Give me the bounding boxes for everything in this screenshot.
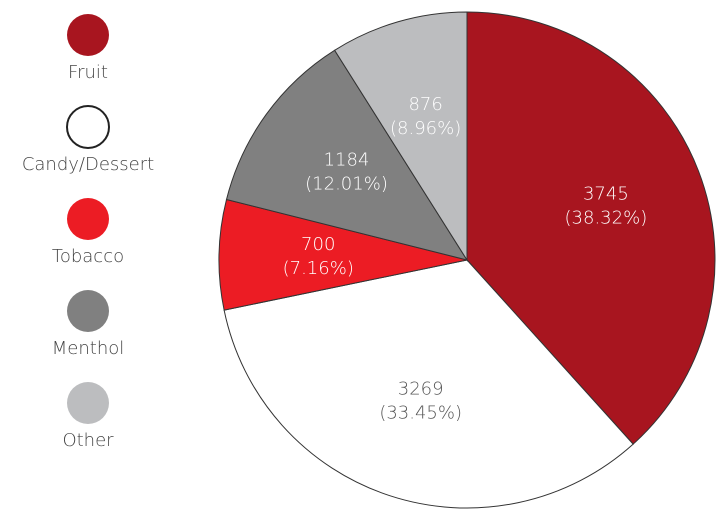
value-label: 876 <box>408 94 442 115</box>
legend-label: Candy/Dessert <box>22 154 154 175</box>
legend-label: Other <box>62 430 114 451</box>
value-label: 3745 <box>583 184 629 205</box>
pie-slice <box>466 11 716 445</box>
value-label: 3269 <box>398 378 444 399</box>
percentage-label: (12.01%) <box>305 174 388 195</box>
legend-label: Tobacco <box>52 246 124 267</box>
percentage-label: (33.45%) <box>379 402 462 423</box>
percentage-label: (8.96%) <box>390 118 461 139</box>
legend-swatch <box>67 382 109 424</box>
pie-slice <box>333 11 468 262</box>
value-label: 700 <box>301 234 335 255</box>
legend-swatch <box>67 290 109 332</box>
legend-label: Menthol <box>52 338 125 359</box>
legend-swatch <box>67 198 109 240</box>
legend-swatch <box>67 14 109 56</box>
legend-label: Fruit <box>68 62 108 83</box>
value-label: 1184 <box>324 150 370 171</box>
percentage-label: (7.16%) <box>283 258 354 279</box>
pie-slice <box>225 49 469 261</box>
pie-slice <box>218 198 468 311</box>
percentage-label: (38.32%) <box>565 208 648 229</box>
pie-slice <box>223 259 634 509</box>
legend-swatch <box>66 105 110 149</box>
